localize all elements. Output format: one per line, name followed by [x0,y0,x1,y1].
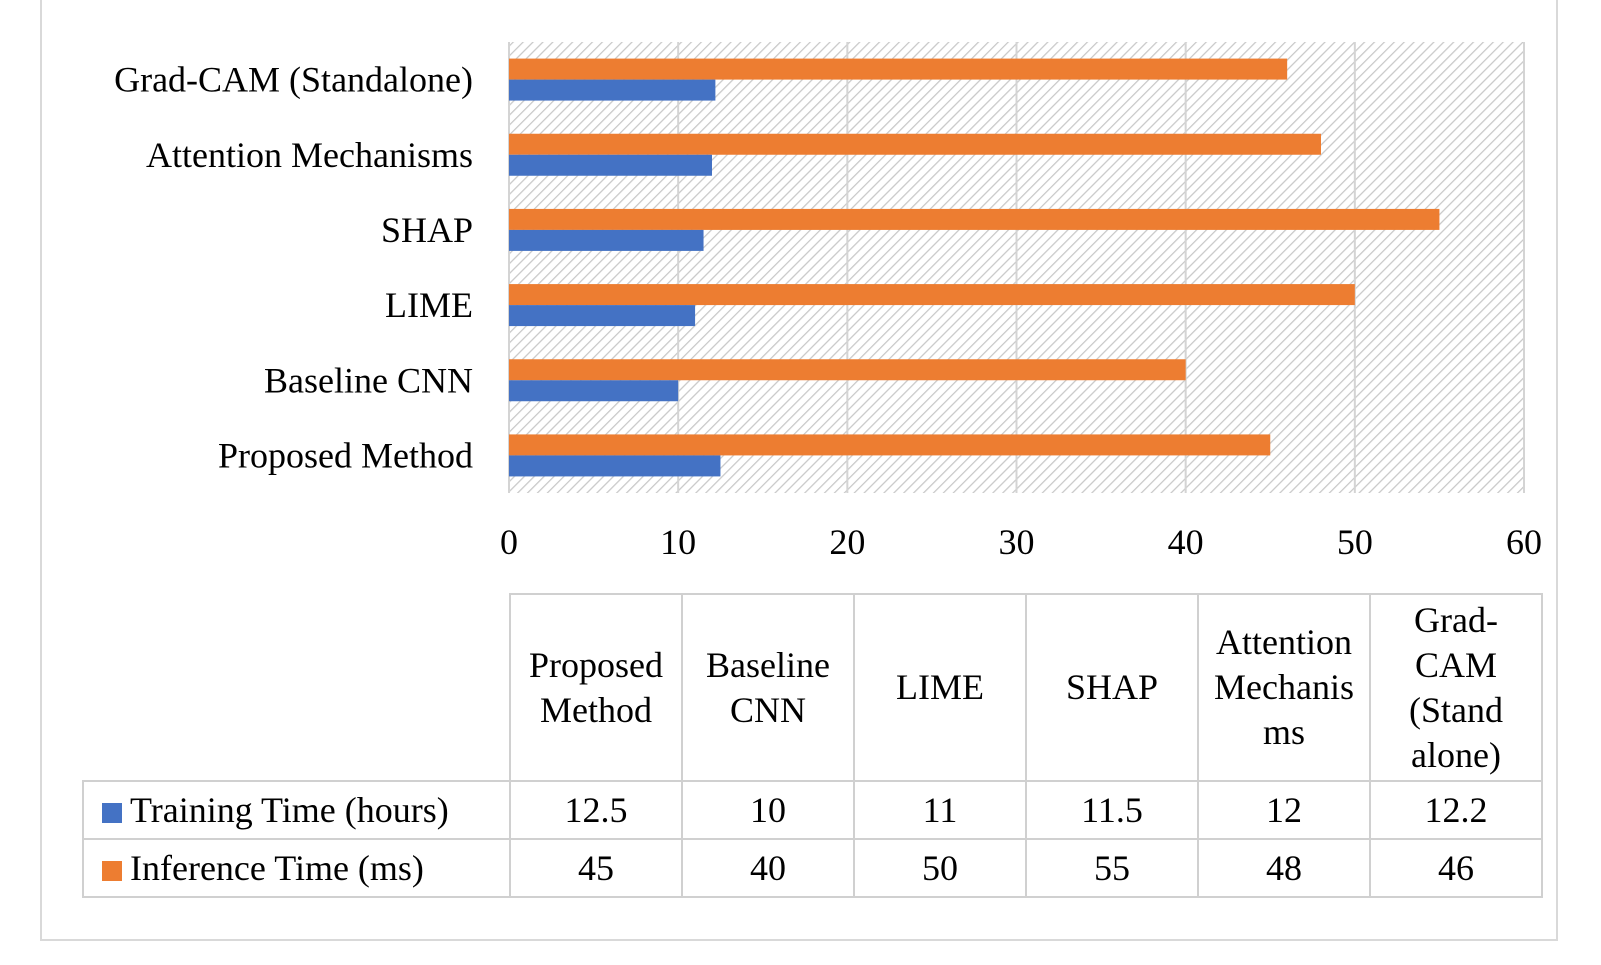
table-header-row: Proposed Method Baseline CNN LIME SHAP Attenti… [83,593,1543,782]
bar-training [509,455,721,477]
x-tick-label: 10 [660,522,696,562]
bar-training [509,154,712,176]
table-cell: 48 [1197,838,1371,898]
bar-inference [509,359,1186,381]
category-label: LIME [385,285,473,325]
table-column-header: Grad- CAM (Stand alone) [1369,593,1543,782]
legend-key [102,860,122,881]
table-cell: 10 [681,780,855,840]
x-tick-label: 20 [829,522,865,562]
x-tick-label: 40 [1168,522,1204,562]
legend-label: Training Time (hours) [130,789,449,830]
table-cell: 12.5 [509,780,683,840]
table-cell: 11 [853,780,1027,840]
table-column-header: Baseline CNN [681,593,855,782]
bar-training [509,305,696,327]
x-tick-label: 60 [1506,522,1542,562]
table-cell: 40 [681,838,855,898]
table-cell: 12 [1197,780,1371,840]
bar-inference [509,133,1321,155]
category-label: Attention Mechanisms [146,135,473,175]
x-tick-label: 0 [500,522,518,562]
legend-key [102,802,122,823]
bar-inference [509,208,1440,230]
legend-row-label: Inference Time (ms) [82,838,511,898]
legend-label: Inference Time (ms) [130,847,424,888]
table-row: Inference Time (ms) 45 40 50 55 48 46 [82,838,1543,898]
table-corner [83,594,511,782]
table-cell: 12.2 [1369,780,1543,840]
table-column-header: SHAP [1025,593,1199,782]
bar-inference [509,434,1271,456]
table-column-header: LIME [853,593,1027,782]
bar-inference [509,58,1288,80]
x-tick-label: 30 [999,522,1035,562]
table-cell: 11.5 [1025,780,1199,840]
bar-inference [509,284,1355,306]
table-row: Training Time (hours) 12.5 10 11 11.5 12 12.2 [82,780,1543,840]
data-table: Proposed Method Baseline CNN LIME SHAP Attenti… [82,593,1543,898]
table-cell: 46 [1369,838,1543,898]
bar-training [509,79,716,101]
chart-frame [40,0,1558,941]
table-cell: 55 [1025,838,1199,898]
table-column-header: Attention Mechanis ms [1197,593,1371,782]
bar-training [509,380,679,402]
legend-row-label: Training Time (hours) [82,780,511,840]
category-label: Grad-CAM (Standalone) [114,60,473,100]
bar-training [509,229,704,251]
table-column-header: Proposed Method [509,593,683,782]
x-tick-label: 50 [1337,522,1373,562]
category-label: Proposed Method [218,435,473,475]
category-label: Baseline CNN [264,360,473,400]
table-cell: 45 [509,838,683,898]
category-label: SHAP [381,210,473,250]
bar-chart: Proposed Method Baseline CNN LIME SHAP Atten… [114,42,1542,562]
table-cell: 50 [853,838,1027,898]
